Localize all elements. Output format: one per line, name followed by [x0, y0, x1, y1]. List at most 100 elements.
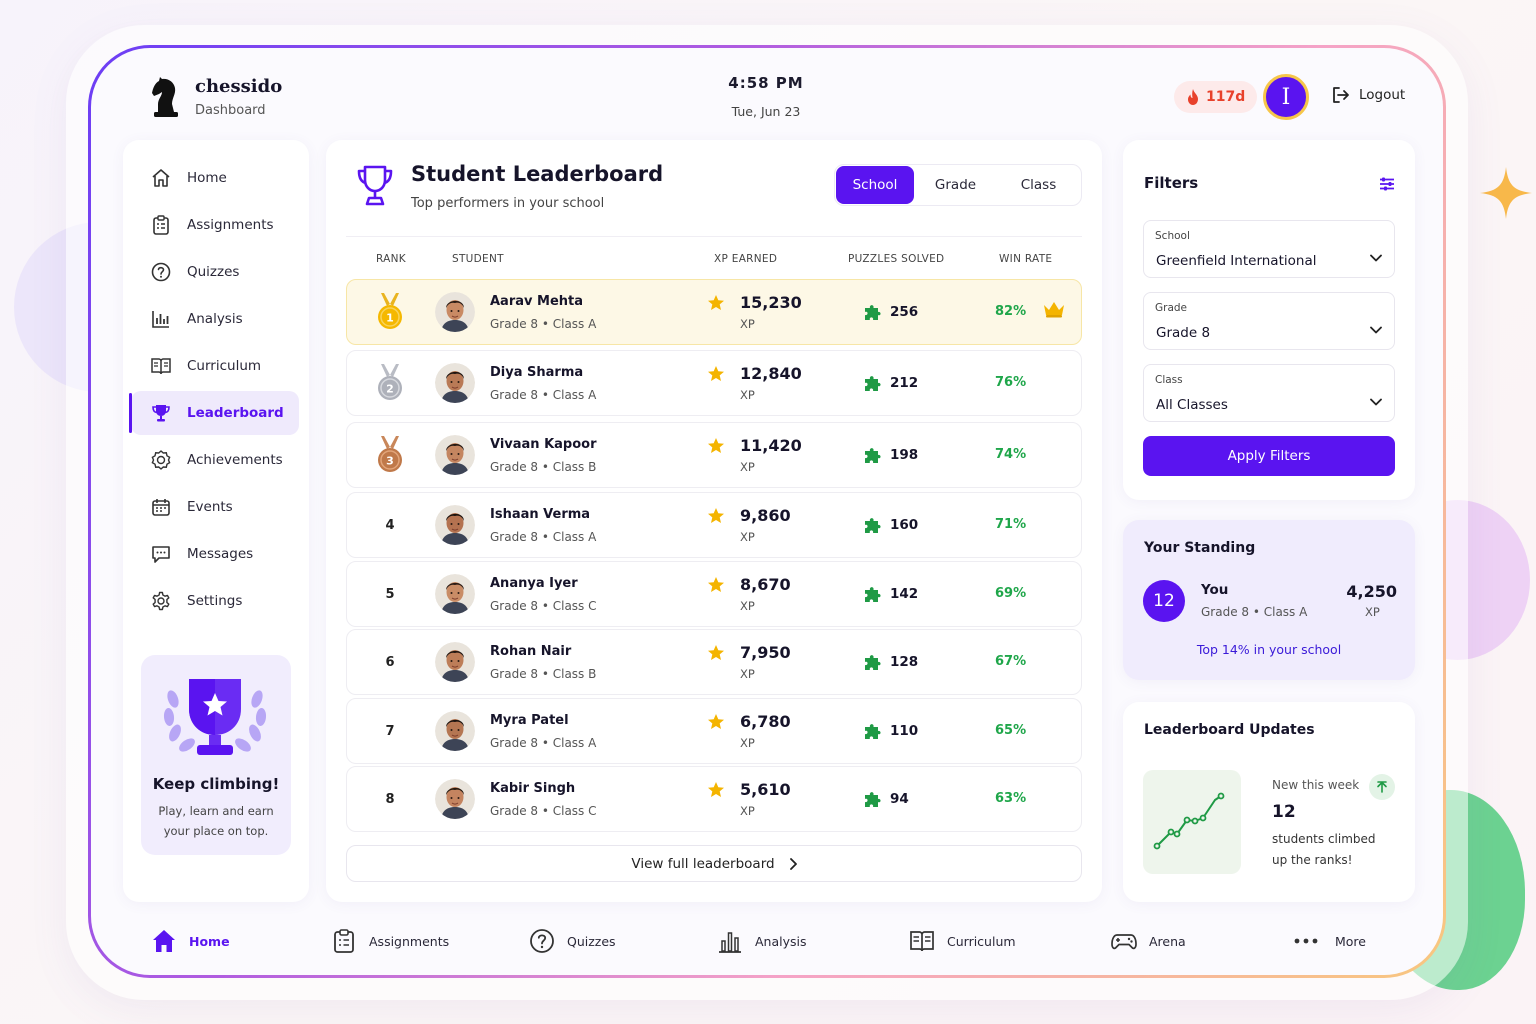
streak-badge[interactable]: 117d — [1174, 81, 1258, 113]
updates-value: 12 — [1272, 802, 1296, 822]
app-logo[interactable]: chessido Dashboard — [149, 76, 282, 118]
user-avatar[interactable]: I — [1263, 74, 1309, 120]
sidebar-item-home[interactable]: Home — [131, 156, 299, 200]
class-select[interactable]: Class All Classes — [1143, 364, 1395, 422]
bottom-nav-more[interactable]: More — [1293, 928, 1366, 954]
xp-unit: XP — [740, 388, 755, 402]
question-icon — [530, 929, 554, 953]
bottom-nav-assignments[interactable]: Assignments — [331, 928, 449, 954]
avatar — [435, 292, 475, 332]
bottom-nav-analysis[interactable]: Analysis — [717, 928, 807, 954]
puzzle-icon — [865, 724, 881, 739]
tablet-frame: chessido Dashboard 4:58 PM Tue, Jun 23 1… — [88, 45, 1446, 978]
column-header-rank: RANK — [376, 253, 406, 265]
bottom-nav-quizzes[interactable]: Quizzes — [529, 928, 616, 954]
star-icon — [708, 645, 724, 660]
table-row[interactable]: 6 Rohan Nair Grade 8 • Class B 7,950 XP … — [346, 629, 1082, 695]
rank-cell: 2 — [365, 351, 415, 415]
star-icon — [708, 295, 724, 310]
sidebar-item-leaderboard[interactable]: Leaderboard — [129, 391, 299, 435]
star-icon — [708, 366, 724, 381]
student-name[interactable]: Aarav Mehta — [490, 294, 584, 309]
calendar-icon — [152, 499, 170, 516]
sidebar-item-analysis[interactable]: Analysis — [131, 297, 299, 341]
sidebar-item-messages[interactable]: Messages — [131, 532, 299, 576]
student-meta: Grade 8 • Class C — [490, 599, 597, 613]
chat-icon — [152, 546, 170, 563]
student-name[interactable]: Vivaan Kapoor — [490, 437, 597, 452]
xp-value: 9,860 — [740, 506, 791, 525]
sidebar-item-achievements[interactable]: Achievements — [131, 438, 299, 482]
student-name[interactable]: Ishaan Verma — [490, 507, 591, 522]
arrow-up-icon — [1369, 774, 1395, 800]
sidebar-item-label: Curriculum — [187, 358, 262, 374]
table-row[interactable]: 2 Diya Sharma Grade 8 • Class A 12,840 X… — [346, 350, 1082, 416]
student-name[interactable]: Kabir Singh — [490, 781, 576, 796]
home-icon — [152, 169, 170, 187]
puzzle-icon — [865, 792, 881, 807]
grade-select[interactable]: Grade Grade 8 — [1143, 292, 1395, 350]
sidebar-item-label: Achievements — [187, 452, 283, 468]
xp-value: 5,610 — [740, 780, 791, 799]
standing-xp: 4,250 — [1346, 582, 1397, 601]
student-meta: Grade 8 • Class B — [490, 460, 597, 474]
puzzle-icon — [865, 376, 881, 391]
star-icon — [708, 714, 724, 729]
bottom-nav-home[interactable]: Home — [151, 928, 230, 954]
xp-value: 7,950 — [740, 643, 791, 662]
student-name[interactable]: Myra Patel — [490, 713, 569, 728]
student-name[interactable]: Rohan Nair — [490, 644, 572, 659]
xp-value: 6,780 — [740, 712, 791, 731]
flame-icon — [1188, 89, 1198, 105]
student-meta: Grade 8 • Class C — [490, 804, 597, 818]
student-name[interactable]: Diya Sharma — [490, 365, 584, 380]
sidebar-item-assignments[interactable]: Assignments — [131, 203, 299, 247]
avatar — [435, 363, 475, 403]
sidebar-item-settings[interactable]: Settings — [131, 579, 299, 623]
bottom-nav-curriculum[interactable]: Curriculum — [909, 928, 1016, 954]
table-row[interactable]: 5 Ananya Iyer Grade 8 • Class C 8,670 XP… — [346, 561, 1082, 627]
avatar — [435, 574, 475, 614]
school-select[interactable]: School Greenfield International — [1143, 220, 1395, 278]
table-row[interactable]: 8 Kabir Singh Grade 8 • Class C 5,610 XP… — [346, 766, 1082, 832]
apply-filters-button[interactable]: Apply Filters — [1143, 436, 1395, 476]
clock-time: 4:58 PM — [728, 74, 804, 92]
your-standing-card: Your Standing 12 You Grade 8 • Class A 4… — [1123, 520, 1415, 680]
brand-name: chessido — [195, 76, 283, 97]
table-row[interactable]: 3 Vivaan Kapoor Grade 8 • Class B 11,420… — [346, 422, 1082, 488]
logout-button[interactable]: Logout — [1331, 86, 1405, 104]
table-row[interactable]: 7 Myra Patel Grade 8 • Class A 6,780 XP … — [346, 698, 1082, 764]
filter-sliders-icon[interactable] — [1379, 176, 1395, 192]
student-meta: Grade 8 • Class A — [490, 736, 597, 750]
view-full-leaderboard-button[interactable]: View full leaderboard — [346, 845, 1082, 882]
tab-class[interactable]: Class — [1020, 177, 1057, 193]
table-row[interactable]: 1 Aarav Mehta Grade 8 • Class A 15,230 X… — [346, 279, 1082, 345]
book-icon — [151, 358, 171, 375]
standing-percentile: Top 14% in your school — [1196, 642, 1342, 657]
clock-date: Tue, Jun 23 — [731, 104, 801, 119]
home-icon — [153, 930, 175, 952]
bar-chart-icon — [719, 932, 741, 953]
bottom-nav: Home Assignments Quizzes Analysis Curric… — [91, 918, 1443, 968]
medal-icon: 1 — [378, 293, 402, 329]
puzzle-icon — [865, 655, 881, 670]
bottom-nav-arena[interactable]: Arena — [1111, 928, 1186, 954]
puzzles-value: 198 — [890, 447, 919, 463]
sidebar-item-events[interactable]: Events — [131, 485, 299, 529]
app-screen: chessido Dashboard 4:58 PM Tue, Jun 23 1… — [91, 48, 1443, 975]
win-rate-value: 67% — [995, 654, 1027, 669]
puzzle-icon — [865, 518, 881, 533]
star-icon — [708, 782, 724, 797]
tab-grade[interactable]: Grade — [934, 177, 977, 193]
sidebar-item-quizzes[interactable]: Quizzes — [131, 250, 299, 294]
puzzles-value: 94 — [890, 791, 909, 807]
rank-cell: 5 — [385, 586, 395, 602]
tab-school[interactable]: School — [836, 166, 914, 204]
student-name[interactable]: Ananya Iyer — [490, 576, 578, 591]
table-row[interactable]: 4 Ishaan Verma Grade 8 • Class A 9,860 X… — [346, 492, 1082, 558]
clipboard-icon — [334, 929, 354, 953]
chevron-down-icon — [1370, 326, 1382, 334]
sidebar-item-curriculum[interactable]: Curriculum — [131, 344, 299, 388]
updates-text: students climbed up the ranks! — [1272, 832, 1376, 867]
win-rate-value: 71% — [995, 517, 1027, 532]
